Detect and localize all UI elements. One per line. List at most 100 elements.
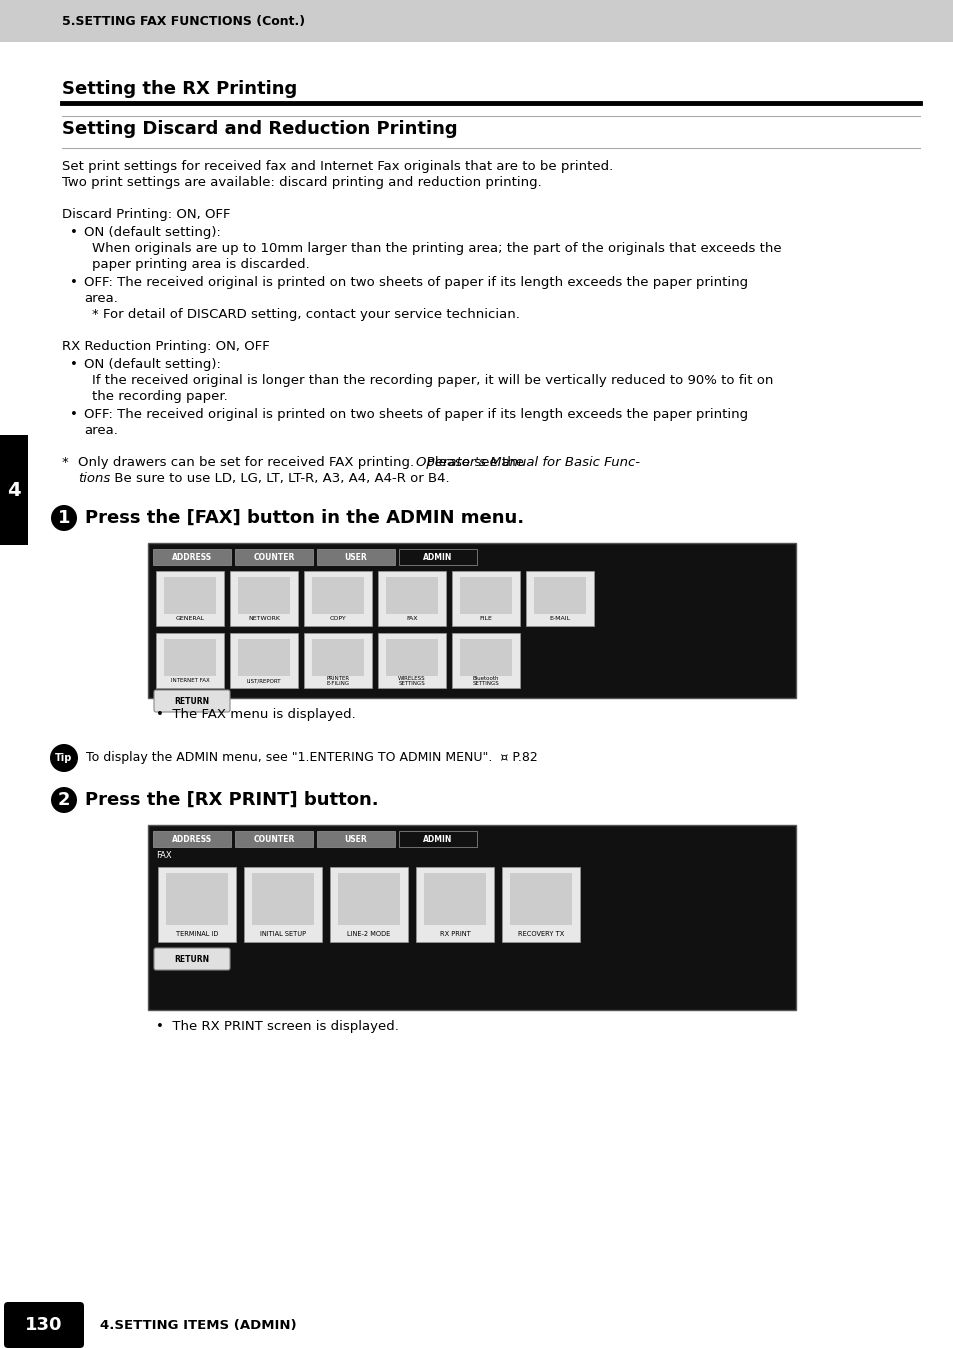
Text: area.: area. [84, 293, 118, 305]
Text: paper printing area is discarded.: paper printing area is discarded. [91, 257, 310, 271]
Text: COPY: COPY [330, 616, 346, 621]
Text: Setting the RX Printing: Setting the RX Printing [62, 80, 297, 98]
Bar [452, 634, 519, 687]
Text: ON (default setting):: ON (default setting): [84, 226, 221, 239]
Bar [386, 639, 437, 675]
Text: 2: 2 [58, 791, 71, 809]
Bar [156, 634, 224, 687]
Bar [148, 825, 795, 1010]
Text: RX Reduction Printing: ON, OFF: RX Reduction Printing: ON, OFF [62, 340, 270, 353]
Circle shape [51, 787, 77, 813]
Bar [304, 572, 372, 625]
Text: 4.SETTING ITEMS (ADMIN): 4.SETTING ITEMS (ADMIN) [100, 1318, 296, 1332]
Bar [230, 572, 297, 625]
Text: *: * [62, 456, 69, 469]
Text: If the received original is longer than the recording paper, it will be vertical: If the received original is longer than … [91, 373, 773, 387]
Text: WIRELESS
SETTINGS: WIRELESS SETTINGS [397, 675, 425, 686]
FancyBboxPatch shape [4, 1302, 84, 1348]
Text: Press the [FAX] button in the ADMIN menu.: Press the [FAX] button in the ADMIN menu… [85, 510, 523, 527]
Text: •: • [70, 226, 78, 239]
Text: •: • [70, 359, 78, 371]
Bar [304, 634, 372, 687]
Text: * For detail of DISCARD setting, contact your service technician.: * For detail of DISCARD setting, contact… [91, 307, 519, 321]
Text: ADDRESS: ADDRESS [172, 834, 212, 844]
Text: GENERAL: GENERAL [175, 616, 204, 621]
Bar [510, 874, 572, 925]
Text: LIST/REPORT: LIST/REPORT [247, 678, 281, 683]
Bar [377, 572, 446, 625]
Text: •: • [70, 408, 78, 421]
Text: the recording paper.: the recording paper. [91, 390, 228, 403]
Text: TERMINAL ID: TERMINAL ID [175, 931, 218, 937]
Text: RX PRINT: RX PRINT [439, 931, 470, 937]
Text: FAX: FAX [156, 851, 172, 860]
Bar [312, 639, 364, 675]
Text: ADMIN: ADMIN [423, 553, 453, 562]
Bar [237, 639, 290, 675]
Text: area.: area. [84, 425, 118, 437]
Bar [234, 549, 313, 565]
Bar [164, 639, 215, 675]
Text: •: • [70, 276, 78, 288]
Text: •  The FAX menu is displayed.: • The FAX menu is displayed. [156, 708, 355, 721]
Text: COUNTER: COUNTER [253, 553, 294, 562]
Text: 4: 4 [8, 480, 21, 500]
Text: •  The RX PRINT screen is displayed.: • The RX PRINT screen is displayed. [156, 1020, 398, 1033]
Bar [534, 577, 585, 613]
Text: RETURN: RETURN [174, 954, 210, 964]
Text: Operator's Manual for Basic Func-: Operator's Manual for Basic Func- [416, 456, 639, 469]
Text: ADMIN: ADMIN [423, 834, 453, 844]
Text: Setting Discard and Reduction Printing: Setting Discard and Reduction Printing [62, 120, 457, 137]
Text: Discard Printing: ON, OFF: Discard Printing: ON, OFF [62, 208, 231, 221]
Bar [230, 634, 297, 687]
Text: INITIAL SETUP: INITIAL SETUP [259, 931, 306, 937]
Text: When originals are up to 10mm larger than the printing area; the part of the ori: When originals are up to 10mm larger tha… [91, 243, 781, 255]
Text: INTERNET FAX: INTERNET FAX [171, 678, 209, 683]
Bar [152, 830, 231, 847]
Circle shape [51, 506, 77, 531]
Bar [152, 549, 231, 565]
Bar [423, 874, 485, 925]
Bar [398, 549, 476, 565]
Text: tions: tions [78, 472, 111, 485]
Bar [148, 543, 795, 698]
Bar [0, 435, 28, 545]
Bar [398, 830, 476, 847]
Text: FAX: FAX [406, 616, 417, 621]
Bar [386, 577, 437, 613]
Text: NETWORK: NETWORK [248, 616, 280, 621]
Bar [377, 634, 446, 687]
Bar [166, 874, 228, 925]
Bar [158, 867, 235, 942]
Text: 1: 1 [58, 510, 71, 527]
Bar [525, 572, 594, 625]
Bar [459, 577, 512, 613]
Text: RETURN: RETURN [174, 697, 210, 705]
Bar [416, 867, 494, 942]
Circle shape [50, 744, 78, 772]
Bar [237, 577, 290, 613]
Text: E-MAIL: E-MAIL [549, 616, 570, 621]
Text: Press the [RX PRINT] button.: Press the [RX PRINT] button. [85, 791, 378, 809]
Bar [501, 867, 579, 942]
Text: ADDRESS: ADDRESS [172, 553, 212, 562]
Text: Bluetooth
SETTINGS: Bluetooth SETTINGS [472, 675, 498, 686]
Text: USER: USER [344, 834, 367, 844]
Bar [156, 572, 224, 625]
Bar [337, 874, 399, 925]
Bar [459, 639, 512, 675]
Bar [316, 830, 395, 847]
Bar [316, 549, 395, 565]
Text: . Be sure to use LD, LG, LT, LT-R, A3, A4, A4-R or B4.: . Be sure to use LD, LG, LT, LT-R, A3, A… [106, 472, 449, 485]
Text: COUNTER: COUNTER [253, 834, 294, 844]
Bar [244, 867, 322, 942]
Text: ON (default setting):: ON (default setting): [84, 359, 221, 371]
FancyBboxPatch shape [153, 690, 230, 712]
Text: 5.SETTING FAX FUNCTIONS (Cont.): 5.SETTING FAX FUNCTIONS (Cont.) [62, 15, 305, 27]
Text: To display the ADMIN menu, see "1.ENTERING TO ADMIN MENU".  ¤ P.82: To display the ADMIN menu, see "1.ENTERI… [86, 751, 537, 764]
Text: 130: 130 [25, 1316, 63, 1335]
Text: Tip: Tip [55, 754, 72, 763]
Text: OFF: The received original is printed on two sheets of paper if its length excee: OFF: The received original is printed on… [84, 408, 747, 421]
Text: PRINTER
E-FILING: PRINTER E-FILING [326, 675, 349, 686]
Bar [252, 874, 314, 925]
